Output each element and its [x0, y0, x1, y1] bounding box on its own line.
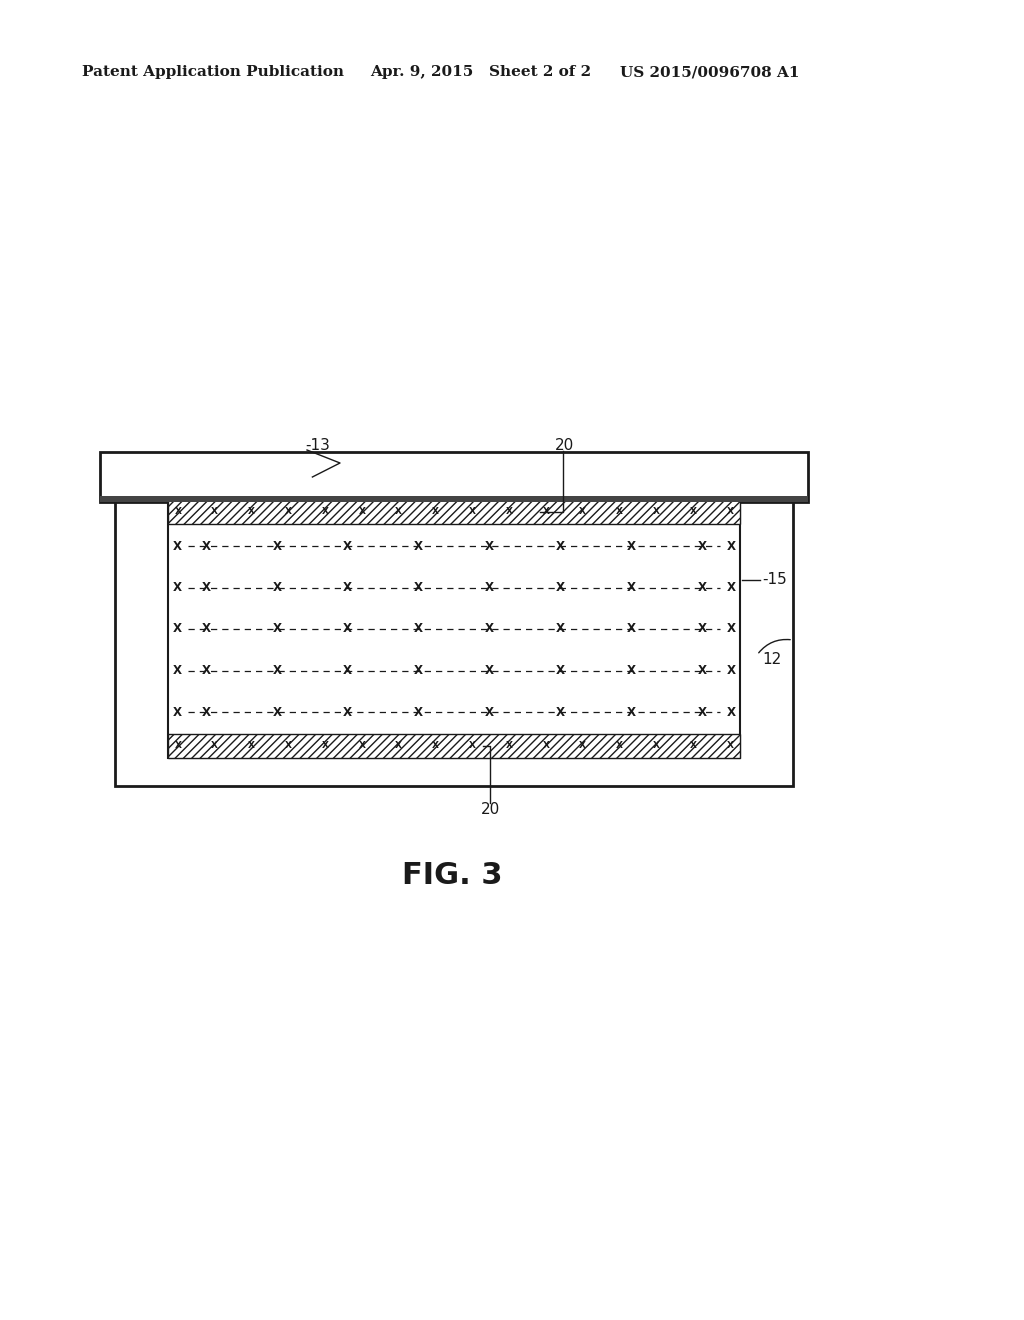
- Text: X: X: [202, 581, 211, 594]
- Text: X: X: [690, 742, 696, 751]
- Text: X: X: [272, 540, 282, 553]
- Text: X: X: [272, 581, 282, 594]
- Text: X: X: [343, 581, 352, 594]
- Text: X: X: [485, 540, 494, 553]
- Text: X: X: [322, 507, 329, 516]
- Text: X: X: [726, 623, 735, 635]
- Text: X: X: [726, 705, 735, 718]
- Text: X: X: [211, 742, 218, 751]
- Text: X: X: [485, 623, 494, 635]
- Text: 12: 12: [762, 652, 781, 668]
- Text: X: X: [358, 742, 366, 751]
- Text: Apr. 9, 2015   Sheet 2 of 2: Apr. 9, 2015 Sheet 2 of 2: [370, 65, 591, 79]
- Text: X: X: [272, 705, 282, 718]
- Text: X: X: [616, 507, 623, 516]
- Text: X: X: [343, 623, 352, 635]
- Text: X: X: [697, 705, 707, 718]
- Text: -15: -15: [762, 573, 786, 587]
- Text: X: X: [202, 664, 211, 677]
- Text: X: X: [172, 623, 181, 635]
- Text: X: X: [697, 581, 707, 594]
- Text: X: X: [432, 742, 439, 751]
- Text: X: X: [726, 742, 733, 751]
- Text: X: X: [506, 742, 513, 751]
- Text: X: X: [627, 664, 636, 677]
- Text: X: X: [653, 742, 659, 751]
- Text: X: X: [343, 705, 352, 718]
- Text: X: X: [556, 705, 565, 718]
- Text: X: X: [285, 507, 292, 516]
- Text: X: X: [414, 705, 423, 718]
- Text: X: X: [556, 664, 565, 677]
- Bar: [168, 500, 740, 758]
- Text: X: X: [174, 507, 181, 516]
- Text: X: X: [343, 540, 352, 553]
- Text: X: X: [580, 742, 587, 751]
- Text: X: X: [556, 623, 565, 635]
- Bar: [115, 478, 793, 785]
- Text: X: X: [172, 581, 181, 594]
- Text: X: X: [697, 623, 707, 635]
- Text: X: X: [248, 742, 255, 751]
- Text: X: X: [506, 507, 513, 516]
- Text: X: X: [414, 623, 423, 635]
- Text: X: X: [395, 507, 402, 516]
- Text: X: X: [543, 507, 550, 516]
- Text: X: X: [172, 664, 181, 677]
- Text: X: X: [285, 742, 292, 751]
- Text: X: X: [697, 664, 707, 677]
- Text: X: X: [272, 623, 282, 635]
- Text: X: X: [272, 664, 282, 677]
- Text: X: X: [174, 742, 181, 751]
- Text: X: X: [627, 581, 636, 594]
- Text: X: X: [556, 540, 565, 553]
- Bar: [168, 500, 740, 524]
- Bar: [100, 496, 808, 502]
- Text: X: X: [627, 540, 636, 553]
- Text: X: X: [172, 540, 181, 553]
- Text: X: X: [322, 742, 329, 751]
- Text: X: X: [485, 705, 494, 718]
- Text: X: X: [469, 507, 476, 516]
- Text: X: X: [485, 581, 494, 594]
- Text: X: X: [248, 507, 255, 516]
- Text: X: X: [627, 705, 636, 718]
- Text: X: X: [202, 623, 211, 635]
- Text: X: X: [726, 581, 735, 594]
- Text: X: X: [395, 742, 402, 751]
- Text: US 2015/0096708 A1: US 2015/0096708 A1: [620, 65, 800, 79]
- Text: X: X: [616, 742, 623, 751]
- Text: X: X: [202, 705, 211, 718]
- Text: X: X: [653, 507, 659, 516]
- Text: Patent Application Publication: Patent Application Publication: [82, 65, 344, 79]
- Text: X: X: [414, 540, 423, 553]
- Text: X: X: [726, 540, 735, 553]
- Text: X: X: [414, 664, 423, 677]
- Text: X: X: [469, 742, 476, 751]
- Text: X: X: [343, 664, 352, 677]
- Text: X: X: [556, 581, 565, 594]
- Text: X: X: [211, 507, 218, 516]
- Text: 20: 20: [480, 803, 500, 817]
- Text: FIG. 3: FIG. 3: [401, 861, 502, 890]
- Bar: [168, 734, 740, 758]
- Text: X: X: [726, 664, 735, 677]
- Text: X: X: [414, 581, 423, 594]
- Text: X: X: [697, 540, 707, 553]
- Text: X: X: [627, 623, 636, 635]
- Bar: [100, 451, 808, 502]
- Text: X: X: [358, 507, 366, 516]
- Text: -13: -13: [305, 437, 330, 453]
- Text: X: X: [485, 664, 494, 677]
- Text: 20: 20: [555, 437, 574, 453]
- Text: X: X: [690, 507, 696, 516]
- Text: X: X: [432, 507, 439, 516]
- Text: X: X: [202, 540, 211, 553]
- Text: X: X: [543, 742, 550, 751]
- Text: X: X: [580, 507, 587, 516]
- Text: X: X: [172, 705, 181, 718]
- Text: X: X: [726, 507, 733, 516]
